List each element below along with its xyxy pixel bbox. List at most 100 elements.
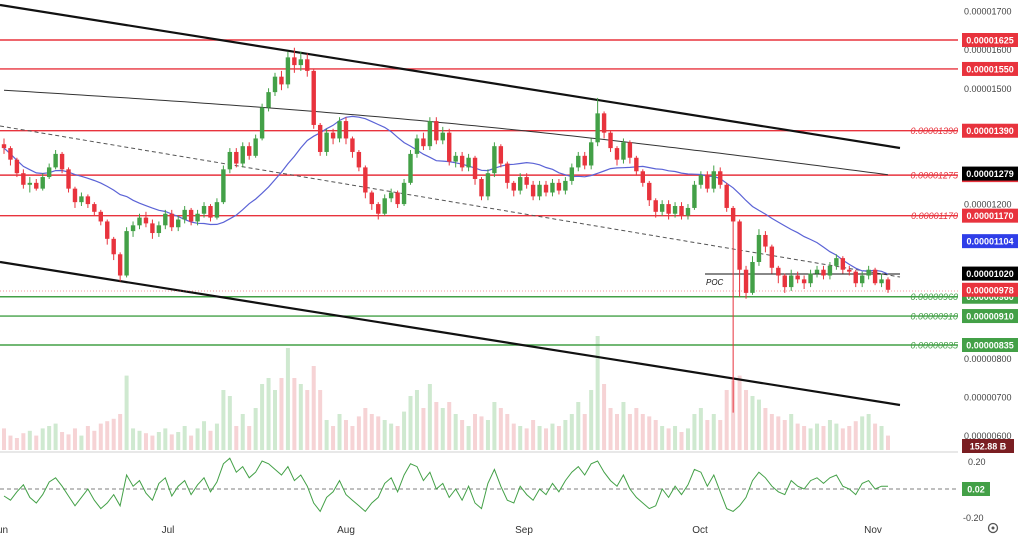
candle-body — [814, 269, 820, 274]
candle-body — [395, 192, 400, 205]
volume-bar — [531, 420, 536, 450]
candle-body — [743, 269, 749, 293]
candle-body — [724, 184, 729, 208]
price-tick-label: 0.00000700 — [964, 393, 1012, 403]
candle-body — [447, 132, 452, 162]
candle-body — [182, 209, 187, 220]
candle-body — [511, 182, 516, 191]
volume-bar — [118, 414, 123, 450]
candle-body — [201, 206, 207, 214]
volume-bar — [234, 426, 239, 450]
volume-bar — [627, 414, 632, 450]
level-price-badge — [962, 33, 1018, 47]
volume-bar — [318, 390, 323, 450]
candle-body — [698, 175, 704, 185]
volume-bar — [602, 384, 607, 450]
volume-bar — [614, 414, 619, 450]
volume-bar — [343, 420, 348, 450]
time-axis-label: Jul — [162, 525, 175, 536]
volume-bar — [402, 411, 407, 450]
volume-bar — [363, 408, 368, 450]
volume-bar — [666, 428, 671, 450]
volume-bar — [802, 426, 807, 450]
level-price-badge — [962, 338, 1018, 352]
candle-body — [98, 211, 103, 222]
candle-body — [111, 238, 116, 255]
volume-bar — [673, 426, 678, 450]
volume-bar — [750, 396, 755, 450]
candle-body — [827, 265, 833, 276]
volume-bar — [434, 402, 439, 450]
volume-bar — [544, 428, 549, 450]
candle-body — [640, 171, 646, 183]
volume-bar — [279, 378, 284, 450]
candle-body — [117, 254, 123, 276]
current-price-badge-text: 0.00001104 — [966, 237, 1013, 247]
time-axis-label: Oct — [692, 525, 708, 536]
volume-bar — [866, 414, 871, 450]
settings-gear-icon[interactable] — [987, 522, 999, 534]
midline-dashed — [0, 125, 901, 278]
volume-bar — [137, 430, 142, 450]
candle-body — [279, 76, 284, 85]
volume-bar — [305, 390, 310, 450]
volume-bar — [556, 426, 561, 450]
candle-body — [434, 121, 439, 141]
volume-bar — [260, 384, 265, 450]
candle-body — [769, 246, 775, 268]
volume-bar — [324, 420, 329, 450]
candle-body — [266, 92, 271, 108]
candle-body — [176, 219, 181, 228]
candle-body — [330, 132, 336, 139]
volume-bar — [447, 402, 452, 450]
candle-body — [608, 132, 613, 149]
volume-bar — [744, 390, 749, 450]
candle-body — [143, 217, 149, 224]
oscillator-current-badge — [962, 482, 990, 496]
candle-body — [530, 184, 536, 197]
volume-bar — [466, 426, 471, 450]
volume-bar — [685, 428, 690, 450]
volume-bar — [505, 414, 510, 450]
volume-bar — [337, 414, 342, 450]
time-axis-label: Nov — [864, 525, 882, 536]
level-price-badge-text: 0.00001625 — [966, 36, 1014, 46]
price-axis: 0.000017000.000016000.000015000.00001400… — [962, 7, 1018, 453]
volume-bar — [827, 420, 832, 450]
current-price-badge-text: 0.00000978 — [966, 285, 1014, 295]
level-price-badge — [962, 309, 1018, 324]
volume-layer — [2, 336, 890, 450]
volume-bar — [640, 414, 645, 450]
volume-bar — [150, 435, 155, 450]
level-left-label: 0.00001170 — [911, 211, 958, 221]
candle-body — [563, 180, 568, 191]
candle-body — [614, 148, 620, 160]
volume-bar — [840, 428, 845, 450]
volume-bar — [292, 378, 297, 450]
oscillator-layer: 0.20 -0.20 0.02 — [0, 451, 990, 523]
volume-bar — [453, 414, 458, 450]
candle-body — [376, 204, 381, 214]
volume-bar — [737, 375, 742, 450]
candle-body — [498, 146, 504, 164]
candle-body — [550, 182, 555, 193]
candle-body — [576, 155, 581, 168]
price-tick-label: 0.00000600 — [964, 431, 1012, 441]
level-price-badge — [962, 123, 1018, 138]
candle-body — [659, 204, 665, 212]
candle-body — [53, 153, 58, 168]
candle-body — [85, 196, 91, 205]
volume-bar — [608, 408, 613, 450]
candle-body — [588, 142, 594, 166]
candle-body — [382, 198, 387, 214]
candle-body — [188, 209, 194, 222]
candle-body — [46, 167, 52, 178]
volume-bar — [789, 414, 794, 450]
candle-body — [847, 269, 852, 272]
volume-bar — [27, 430, 32, 450]
volume-bar — [21, 433, 26, 450]
candle-body — [685, 207, 691, 216]
oscillator-current-value: 0.02 — [967, 485, 985, 495]
volume-bar — [247, 426, 252, 450]
